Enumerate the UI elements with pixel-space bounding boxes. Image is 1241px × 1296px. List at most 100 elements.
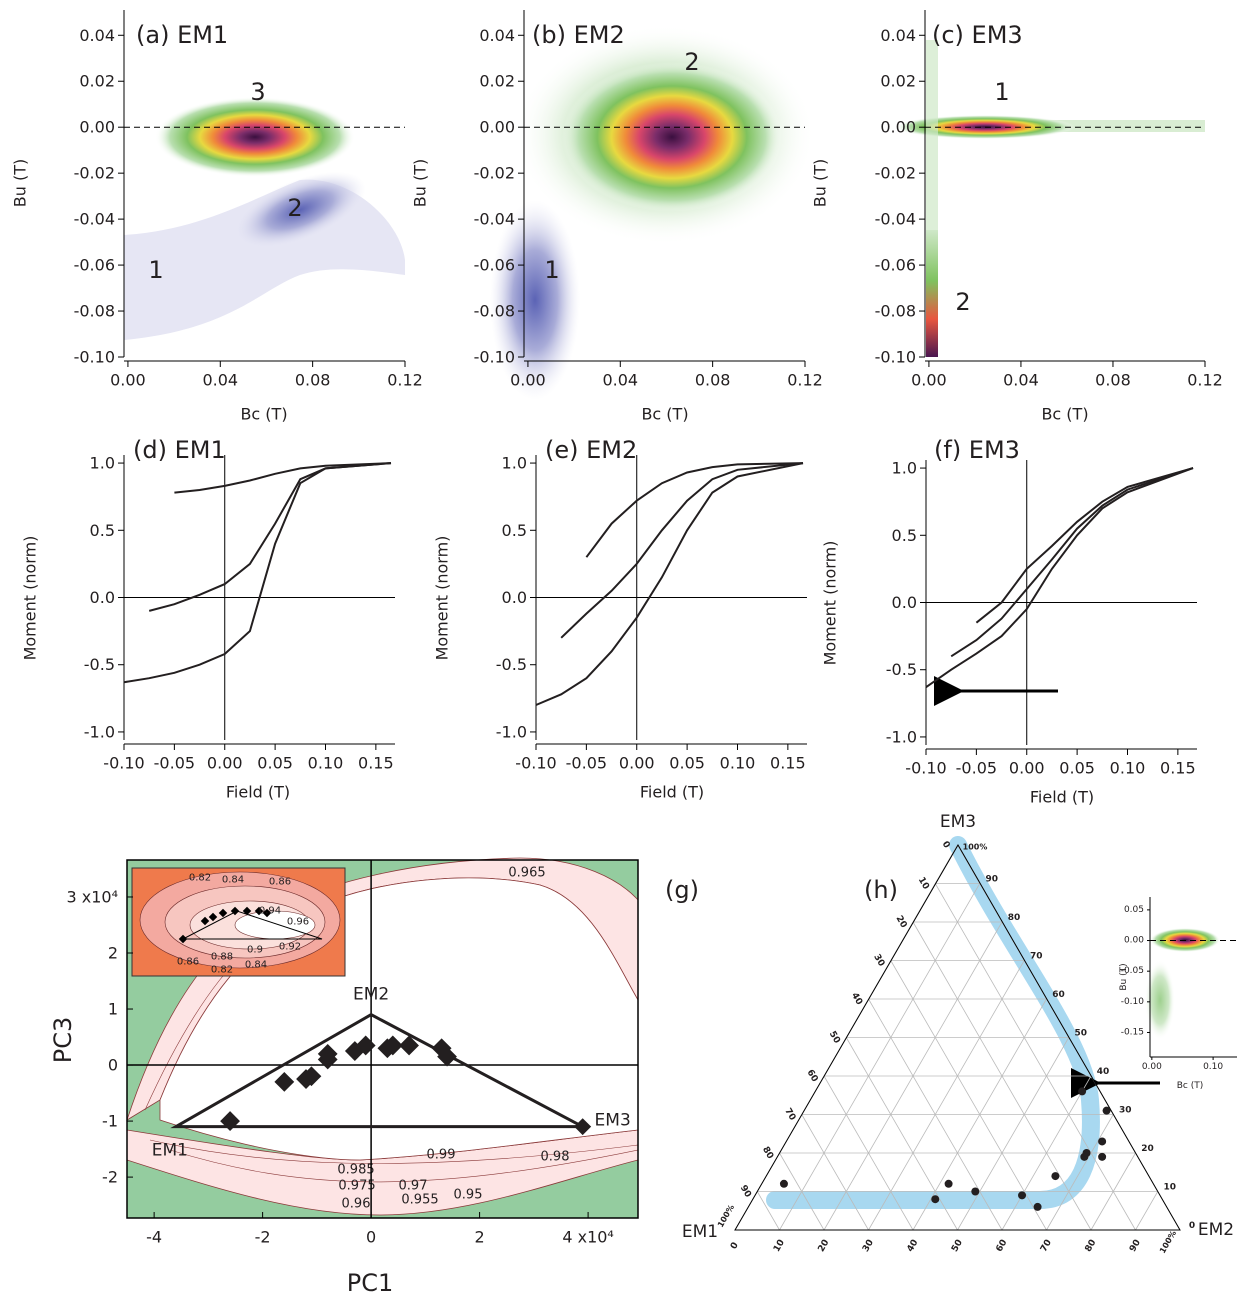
x-tick-label: -0.10 (103, 753, 144, 772)
ternary-tick-label: 20 (1141, 1144, 1154, 1154)
vertex-label: EM1 (682, 1222, 718, 1242)
ternary-tick-label: 10 (1163, 1183, 1176, 1193)
panel-title: (d) EM1 (133, 436, 226, 464)
forc-curve (535, 462, 804, 706)
y-tick-label: 0.5 (502, 521, 527, 540)
x-axis-title: Bc (T) (641, 405, 688, 424)
x-axis-title: Field (T) (226, 783, 290, 802)
x-tick-label: 0.10 (720, 753, 756, 772)
ternary-tick-label: 10 (772, 1238, 787, 1254)
ternary-tick-label: 60 (805, 1068, 820, 1084)
y-tick-label: -0.5 (496, 655, 527, 674)
x-tick-label: -0.10 (905, 758, 946, 777)
ternary-outline (734, 844, 1181, 1231)
grid-line (823, 1075, 914, 1231)
ternary-tick-label: 0 (1189, 1221, 1195, 1231)
corner-label: 100% (963, 843, 988, 852)
ternary-tick-label: 60 (1052, 990, 1065, 1000)
x-axis-title: PC1 (347, 1269, 394, 1296)
peak-label: 2 (684, 48, 699, 76)
ternary-tick-label: 0 (940, 840, 952, 850)
sample-point (1078, 1087, 1087, 1096)
panel-title: (h) (864, 876, 898, 904)
x-axis-title: Bc (T) (1177, 1081, 1204, 1091)
ternary-frame (766, 836, 1100, 1209)
y-tick-label: 0.0 (90, 588, 115, 607)
y-axis-title: Bu (T) (411, 159, 430, 207)
y-tick-label: 1.0 (892, 459, 917, 478)
contour-label: 0.97 (399, 1179, 428, 1194)
panel-title: (b) EM2 (532, 21, 625, 49)
x-tick-label: 0.00 (110, 370, 146, 389)
y-tick-label: 0.04 (479, 26, 515, 45)
y-tick-label: -0.06 (74, 256, 115, 275)
sample-point (355, 1035, 376, 1056)
x-tick-label: 0.00 (619, 753, 655, 772)
y-tick-label: 0.02 (880, 72, 916, 91)
y-tick-label: 1.0 (90, 454, 115, 473)
ternary-tick-label: 80 (1084, 1238, 1099, 1254)
forc-curve (123, 462, 392, 684)
y-tick-label: -1.0 (886, 727, 917, 746)
y-tick-label: -1 (102, 1112, 118, 1131)
corner-label: 100% (716, 1203, 736, 1229)
y-tick-label: 0.5 (90, 521, 115, 540)
endmember-label: EM3 (595, 1111, 631, 1131)
inset-contour-label: 0.9 (247, 945, 263, 956)
y-tick-label: 0.0 (892, 593, 917, 612)
x-tick-label: 0.10 (308, 753, 344, 772)
ternary-tick-label: 90 (738, 1184, 753, 1200)
y-tick-label: -1.0 (496, 722, 527, 741)
x-axis-title: Field (T) (640, 783, 704, 802)
x-tick-label: 0.08 (695, 370, 731, 389)
y-tick-label: -0.06 (875, 256, 916, 275)
ternary-tick-label: 50 (950, 1238, 965, 1254)
inset-contour-label: 0.84 (245, 960, 267, 971)
x-tick-label: 0.10 (1110, 758, 1146, 777)
x-tick-label: 0.05 (257, 753, 293, 772)
panel-title: (g) (665, 876, 699, 904)
ternary-tick-label: 40 (1097, 1067, 1110, 1077)
contour-label: 0.955 (401, 1193, 438, 1208)
sample-point (382, 1035, 403, 1056)
grid-line (1090, 1152, 1136, 1231)
sample-point (317, 1043, 338, 1064)
y-tick-label: -0.5 (886, 660, 917, 679)
sample-point (1098, 1152, 1107, 1161)
ternary-tick-label: 70 (1039, 1238, 1054, 1254)
y-tick-label: -0.08 (875, 302, 916, 321)
y-tick-label: -0.10 (474, 348, 515, 367)
endmember-point (574, 1118, 592, 1136)
y-tick-label: 2 (108, 944, 118, 963)
sample-point (931, 1195, 940, 1204)
sample-point (1102, 1106, 1111, 1115)
grid-line (890, 960, 1047, 1231)
y-tick-label: -0.02 (74, 164, 115, 183)
x-axis-title: Bc (T) (1041, 405, 1088, 424)
y-axis-title: Moment (norm) (21, 536, 40, 661)
y-tick-label: 1 (108, 1000, 118, 1019)
x-tick-label: 0.15 (358, 753, 394, 772)
ternary-tick-label: 70 (782, 1107, 797, 1123)
y-tick-label: 0.04 (79, 26, 115, 45)
y-tick-label: 0.00 (479, 118, 515, 137)
x-tick-label: -4 (146, 1227, 162, 1246)
inset-contour-label: 0.82 (189, 873, 211, 884)
contour-label: 0.95 (454, 1188, 483, 1203)
annotations: 3 2 1 2 1 1 2 0.965 0.99 0.98 0.985 0.97… (148, 48, 1009, 1212)
inset-contour-label: 0.82 (211, 965, 233, 976)
y-tick-label: -0.02 (875, 164, 916, 183)
sample-point (220, 1111, 240, 1131)
ternary-tick-label: 10 (916, 876, 931, 892)
y-axis-title: Bu (T) (1119, 963, 1129, 990)
forc-curve (148, 462, 392, 612)
ternary-tick-label: 80 (1008, 913, 1021, 923)
inset-contour-label: 0.84 (222, 875, 244, 886)
x-tick-label: -0.05 (566, 753, 607, 772)
endmember-label: EM2 (353, 985, 389, 1005)
mixing-triangle (170, 1012, 584, 1129)
peak-label: 1 (544, 256, 559, 284)
grid-line (957, 1037, 1070, 1231)
grid-line (779, 883, 981, 1231)
